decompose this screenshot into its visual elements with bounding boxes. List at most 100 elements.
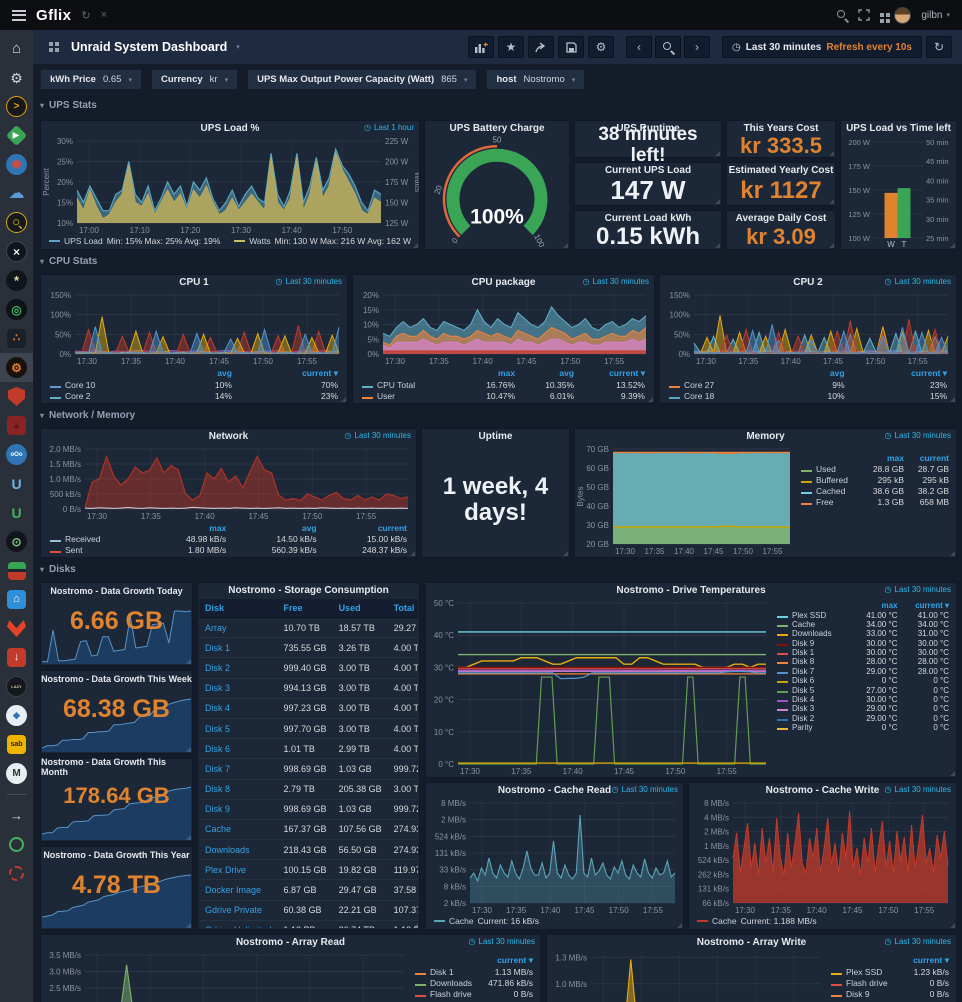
variable-currency[interactable]: Currency kr ▾	[150, 69, 239, 90]
legend-row[interactable]: Sent 1.80 MB/s 560.39 kB/s 248.37 kB/s	[47, 544, 410, 555]
panel-title[interactable]: Current Load kWh	[604, 213, 692, 224]
panel-title[interactable]: Memory	[746, 431, 785, 442]
legend-sort-header[interactable]: max	[498, 368, 516, 378]
panel-title[interactable]: Nostromo - Array Write	[696, 937, 807, 948]
cpu2-graph[interactable]: 150% 100% 50% 0% 17:30 17:35 17:40 17:45 17:50 17…	[660, 290, 956, 367]
legend-row[interactable]: User 10.47% 6.01% 9.39%	[359, 390, 648, 401]
disk-link[interactable]: Array	[199, 617, 278, 639]
legend-row[interactable]: Received 48.98 kB/s 14.50 kB/s 15.00 kB/s	[47, 533, 410, 544]
film-reel-app-icon[interactable]: ◉	[0, 150, 33, 179]
panel-title[interactable]: UPS Load vs Time left	[846, 123, 951, 134]
ups-load-graph[interactable]: 30% 25% 20% 15% 10% 225 W 200 W 175 W 150 W 125 W…	[41, 136, 419, 236]
cloud-app-icon[interactable]: ☁	[8, 184, 25, 202]
panel-title[interactable]: Nostromo - Data Growth This Year	[43, 849, 190, 860]
network-graph[interactable]: 2.0 MB/s 1.5 MB/s 1.0 MB/s 500 kB/s 0 B/s 17:…	[41, 444, 416, 522]
brand-logo[interactable]: Gflix	[36, 6, 72, 24]
legend-row[interactable]: Downloads 33.00 °C 31.00 °C	[774, 629, 952, 638]
settings-gear-icon[interactable]: ⚙	[10, 69, 23, 86]
variable-host[interactable]: host Nostromo ▾	[486, 69, 586, 90]
section-disks[interactable]: ▾ Disks	[40, 564, 76, 575]
disk-link[interactable]: Disk 9	[199, 799, 278, 820]
letter-u-green-app-icon[interactable]: U	[11, 504, 22, 521]
variable-kwh-price[interactable]: kWh Price 0.65 ▾	[40, 69, 142, 90]
close-tab-icon[interactable]: ×	[100, 9, 107, 21]
legend-sort-header[interactable]: max	[209, 522, 227, 533]
book-jacket-app-icon[interactable]: M	[0, 759, 33, 788]
panel-time-range[interactable]: ◷ Last 30 minutes	[582, 277, 649, 286]
user-menu[interactable]: gilbn ▾	[921, 10, 950, 21]
panel-time-range[interactable]: ◷ Last 30 minutes	[884, 277, 951, 286]
cross-circle-app-icon[interactable]: ×	[0, 237, 33, 266]
legend-row[interactable]: Plex SSD 1.23 kB/s	[828, 966, 952, 977]
panel-title[interactable]: Uptime	[478, 431, 513, 442]
legend-sort-header[interactable]: max	[881, 601, 898, 611]
panel-time-range[interactable]: ◷ Last 30 minutes	[884, 785, 951, 794]
red-lifebuoy-app-icon[interactable]	[0, 859, 33, 888]
panel-time-range[interactable]: ◷ Last 30 minutes	[884, 431, 951, 440]
time-range-picker[interactable]: ◷ Last 30 minutes Refresh every 10s	[722, 36, 922, 58]
legend-row[interactable]: CPU Total 16.76% 10.35% 13.52%	[359, 379, 648, 390]
blue-home-square-app-icon[interactable]: ⌂	[0, 585, 33, 614]
sab-app-icon[interactable]: sab	[0, 730, 33, 759]
legend-row[interactable]: Free 1.3 GB 658 MB	[798, 496, 952, 507]
battery-gauge[interactable]: 0 20 50 100 100%	[425, 136, 569, 249]
cpu-package-graph[interactable]: 20% 15% 10% 5% 0% 17:30 17:35 17:40 17:45 17:50 17…	[353, 290, 654, 367]
orange-chevron-app-icon[interactable]: >	[0, 92, 33, 121]
legend-row[interactable]: Disk 4 30.00 °C 0 °C	[774, 695, 952, 704]
time-back-button[interactable]: ‹	[626, 36, 653, 58]
legend-row[interactable]: Used 28.8 GB 28.7 GB	[798, 463, 952, 474]
legend-sort-header[interactable]: current ▾	[911, 367, 947, 378]
legend-row[interactable]: Disk 1 30.00 °C 30.00 °C	[774, 648, 952, 657]
legend-sort-header[interactable]: avg	[217, 368, 232, 378]
share-button[interactable]	[528, 36, 555, 58]
legend-row[interactable]: Cached 38.6 GB 38.2 GB	[798, 485, 952, 496]
dashboard-title[interactable]: Unraid System Dashboard	[71, 40, 228, 54]
disk-link[interactable]: Disk 3	[199, 678, 278, 699]
cache-write-graph[interactable]: 8 MB/s 4 MB/s 2 MB/s 1 MB/s 524 kB/s 262 kB/s…	[689, 798, 956, 916]
legend-row[interactable]: Core 18 10% 15%	[666, 390, 950, 401]
disk-link[interactable]: Disk 4	[199, 698, 278, 719]
time-forward-button[interactable]: ›	[684, 36, 711, 58]
green-play-diamond-app-icon[interactable]: ▶	[0, 121, 33, 150]
legend-row[interactable]: Core 27 9% 23%	[666, 379, 950, 390]
column-header[interactable]: Disk	[199, 599, 278, 618]
panel-title[interactable]: UPS Runtime	[616, 123, 680, 134]
red-download-app-icon[interactable]: ↓	[0, 643, 33, 672]
panel-time-range[interactable]: ◷ Last 30 minutes	[344, 431, 411, 440]
panel-time-range[interactable]: ◷ Last 30 minutes	[468, 937, 535, 946]
legend-item[interactable]: Watts Min: 130 W Max: 216 W Avg: 162 W	[234, 236, 411, 246]
disk-link[interactable]: Disk 6	[199, 738, 278, 760]
star-circle-app-icon[interactable]: *	[0, 266, 33, 295]
legend-row[interactable]: Disk 5 27.00 °C 0 °C	[774, 685, 952, 695]
legend-sort-header[interactable]: avg	[559, 368, 575, 378]
panel-title[interactable]: Network	[208, 431, 249, 442]
legend-row[interactable]: Buffered 295 kB 295 kB	[798, 474, 952, 485]
panel-time-range[interactable]: ◷ Last 1 hour	[363, 123, 414, 132]
section-cpu-stats[interactable]: ▾ CPU Stats	[40, 256, 98, 267]
legend-row[interactable]: Disk 3 29.00 °C 0 °C	[774, 704, 952, 713]
gitlab-fox-app-icon[interactable]	[0, 614, 33, 643]
save-button[interactable]	[558, 36, 585, 58]
zoom-out-button[interactable]	[655, 36, 682, 58]
settings-button[interactable]: ⚙	[588, 36, 615, 58]
panel-title[interactable]: Nostromo - Drive Temperatures	[616, 585, 766, 596]
red-shield-app-icon[interactable]	[0, 382, 33, 411]
disk-link[interactable]: Gdrive Private	[199, 900, 278, 921]
hamburger-menu-icon[interactable]	[12, 9, 26, 21]
legend-row[interactable]: Downloads 471.86 kB/s	[412, 977, 536, 988]
panel-title[interactable]: This Years Cost	[743, 123, 819, 134]
lazy-badge-app-icon[interactable]: LAZY	[0, 672, 33, 701]
legend-row[interactable]: Flash drive 0 B/s	[828, 977, 952, 988]
legend-row[interactable]: Flash drive 0 B/s	[412, 988, 536, 999]
section-ups-stats[interactable]: ▾ UPS Stats	[40, 100, 97, 111]
legend-row[interactable]: Disk 2 29.00 °C 0 °C	[774, 714, 952, 723]
panel-title[interactable]: CPU 1	[179, 277, 209, 288]
panel-title[interactable]: Nostromo - Data Growth Today	[50, 585, 183, 596]
panel-title[interactable]: Nostromo - Cache Read	[497, 785, 612, 796]
legend-row[interactable]: Disk 1 1.13 MB/s	[412, 966, 536, 977]
legend-sort-header[interactable]: current ▾	[913, 954, 949, 965]
disk-link[interactable]: Plex Drive	[199, 859, 278, 881]
legend-row[interactable]: Plex SSD 41.00 °C 41.00 °C	[774, 610, 952, 620]
panel-title[interactable]: Nostromo - Data Growth This Month	[41, 756, 167, 777]
